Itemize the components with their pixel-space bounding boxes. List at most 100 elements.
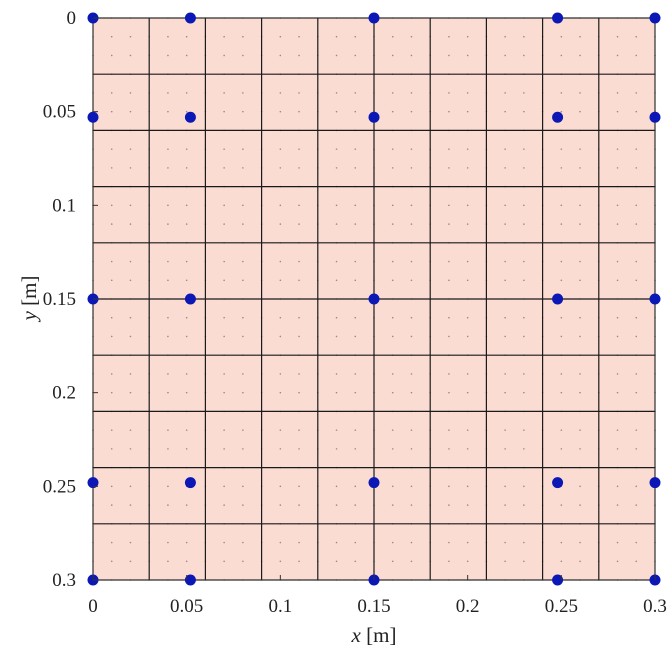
x-tick-label: 0.25 [545,596,578,617]
x-tick-label: 0.1 [268,596,292,617]
node-dot [167,391,169,394]
node-dot [110,316,113,319]
node-dot [579,485,581,488]
node-dot [110,485,113,488]
node-dot [410,335,413,338]
node-dot [279,110,282,113]
node-dot [129,54,132,57]
node-dot [242,335,244,338]
node-dot [466,167,469,169]
node-dot [391,54,394,57]
node-dot [523,391,525,394]
measurement-point [552,293,564,305]
node-dot [635,35,638,38]
node-dot [391,316,394,319]
node-dot [354,92,357,94]
node-dot [579,35,581,38]
node-dot [335,316,338,319]
node-dot [504,429,506,431]
node-dot [560,204,563,207]
node-dot [242,204,244,207]
measurement-point [184,293,196,305]
x-tick-label: 0.05 [170,596,203,617]
node-dot [167,148,169,150]
node-dot [167,279,169,282]
node-dot [242,148,244,150]
node-dot [279,204,282,207]
node-dot [616,35,619,38]
node-dot [466,373,469,375]
node-dot [335,260,338,263]
node-dot [410,148,413,150]
x-tick-label: 0 [88,596,98,617]
node-dot [129,260,132,263]
node-dot [466,279,469,282]
node-dot [579,167,581,169]
node-dot [298,223,300,225]
node-dot [410,279,413,282]
node-dot [354,335,357,338]
node-dot [242,541,244,544]
node-dot [167,316,169,319]
node-dot [335,560,338,563]
node-dot [185,448,188,450]
node-dot [298,148,300,150]
node-dot [523,373,525,375]
node-dot [298,504,300,506]
node-dot [167,167,169,169]
node-dot [129,316,132,319]
node-dot [635,110,638,113]
node-dot [167,223,169,225]
node-dot [560,504,563,506]
node-dot [242,448,244,450]
node-dot [223,167,225,169]
node-dot [579,504,581,506]
node-dot [129,110,132,113]
measurement-point [552,477,564,489]
measurement-point [184,111,196,123]
node-dot [242,110,244,113]
node-dot [354,279,357,282]
node-dot [298,35,300,38]
y-axis-unit: [m] [17,276,41,312]
node-dot [185,92,188,94]
node-dot [466,35,469,38]
node-dot [335,448,338,450]
node-dot [129,541,132,544]
node-dot [242,35,244,38]
node-dot [523,560,525,563]
y-tick-label: 0.3 [52,570,76,591]
node-dot [466,541,469,544]
node-dot [354,110,357,113]
node-dot [560,316,563,319]
node-dot [298,373,300,375]
node-dot [616,260,619,263]
node-dot [391,448,394,450]
node-dot [523,316,525,319]
node-dot [560,110,563,113]
node-dot [560,279,563,282]
node-dot [560,391,563,394]
node-dot [616,167,619,169]
node-dot [223,448,225,450]
node-dot [560,448,563,450]
node-dot [354,204,357,207]
node-dot [129,429,132,431]
measurement-point [368,12,380,24]
node-dot [167,560,169,563]
node-dot [335,373,338,375]
node-dot [167,485,169,488]
node-dot [167,429,169,431]
node-dot [466,391,469,394]
node-dot [410,223,413,225]
node-dot [185,541,188,544]
node-dot [523,110,525,113]
node-dot [504,110,506,113]
node-dot [223,485,225,488]
node-dot [635,167,638,169]
node-dot [504,391,506,394]
x-tick-label: 0.3 [643,596,667,617]
node-dot [167,260,169,263]
node-dot [242,504,244,506]
node-dot [466,204,469,207]
